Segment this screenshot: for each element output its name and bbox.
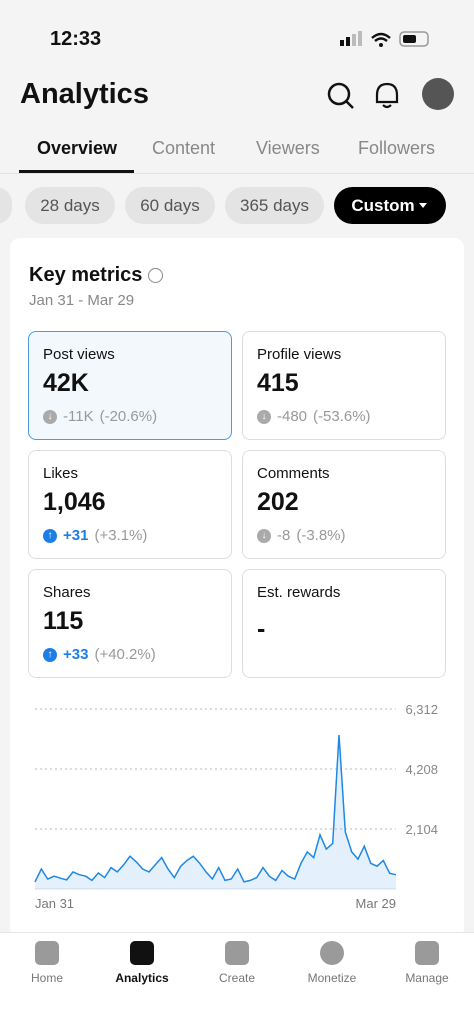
metric-box[interactable]: Est. rewards - bbox=[242, 569, 446, 678]
bottom-nav: Home Analytics Create Monetize Manage bbox=[0, 932, 474, 1030]
metric-label: Post views bbox=[43, 346, 115, 363]
nav-label[interactable]: Analytics bbox=[115, 971, 169, 985]
trend-icon: ↓ bbox=[257, 409, 271, 424]
tab[interactable]: Overview bbox=[37, 138, 118, 158]
change-value: -11K bbox=[63, 408, 94, 425]
change-value: +31 bbox=[63, 527, 89, 544]
area bbox=[35, 735, 396, 889]
metric-box[interactable]: Profile views 415 ↓ -480 (-53.6%) bbox=[242, 331, 446, 440]
trend-icon: ↑ bbox=[43, 528, 57, 543]
trend-icon: ↓ bbox=[257, 528, 271, 543]
metric-value: 415 bbox=[257, 369, 299, 397]
nav-label[interactable]: Manage bbox=[405, 971, 449, 985]
metric-label: Likes bbox=[43, 465, 79, 482]
key-metrics-card: Key metrics Jan 31 - Mar 29 Post views 42… bbox=[10, 238, 464, 938]
y-tick-label: 6,312 bbox=[405, 702, 438, 717]
tab[interactable]: Followers bbox=[358, 138, 436, 158]
metric-change: ↑ +33 (+40.2%) bbox=[43, 646, 231, 663]
metric-value: - bbox=[257, 615, 266, 643]
trend-icon: ↓ bbox=[43, 409, 57, 424]
x-tick-label: Jan 31 bbox=[35, 896, 74, 911]
tab[interactable]: Viewers bbox=[256, 138, 320, 158]
chart: 2,104 4,208 6,312 Jan 31 Mar 29 bbox=[34, 702, 438, 911]
dropdown-caret bbox=[419, 203, 427, 212]
change-percent: (-53.6%) bbox=[313, 408, 371, 425]
status-time: 12:33 bbox=[50, 28, 102, 50]
line bbox=[34, 734, 397, 883]
card-title: Key metrics bbox=[29, 264, 143, 286]
metric-label: Profile views bbox=[257, 346, 342, 363]
metric-label: Comments bbox=[257, 465, 330, 482]
metric-box[interactable]: Comments 202 ↓ -8 (-3.8%) bbox=[242, 450, 446, 559]
nav-label[interactable]: Home bbox=[30, 971, 63, 985]
change-value: -480 bbox=[277, 408, 308, 425]
date-range: Jan 31 - Mar 29 bbox=[29, 292, 135, 309]
header-icons bbox=[327, 78, 454, 110]
change-value: -8 bbox=[277, 527, 291, 544]
metric-change: ↓ -8 (-3.8%) bbox=[257, 527, 445, 544]
change-percent: (+3.1%) bbox=[94, 527, 148, 544]
nav-label[interactable]: Monetize bbox=[307, 971, 357, 985]
info-icon[interactable] bbox=[148, 268, 163, 283]
metric-change: ↓ -480 (-53.6%) bbox=[257, 408, 445, 425]
metric-box[interactable]: Post views 42K ↓ -11K (-20.6%) bbox=[28, 331, 232, 440]
metric-value: 1,046 bbox=[43, 488, 106, 516]
change-percent: (+40.2%) bbox=[94, 646, 156, 663]
metric-label: Est. rewards bbox=[257, 584, 341, 601]
metric-change: ↑ +31 (+3.1%) bbox=[43, 527, 231, 544]
metric-value: 42K bbox=[43, 369, 89, 397]
filter-pill[interactable]: Custom bbox=[334, 187, 446, 224]
nav-icon[interactable] bbox=[320, 941, 344, 965]
y-tick-label: 4,208 bbox=[405, 762, 438, 777]
change-percent: (-20.6%) bbox=[99, 408, 158, 425]
nav-label[interactable]: Create bbox=[218, 971, 256, 985]
nav-icon[interactable] bbox=[415, 941, 439, 965]
metric-box[interactable]: Shares 115 ↑ +33 (+40.2%) bbox=[28, 569, 232, 678]
change-value: +33 bbox=[63, 646, 89, 663]
nav-icon[interactable] bbox=[130, 941, 154, 965]
nav-icon[interactable] bbox=[225, 941, 249, 965]
metric-value: 115 bbox=[43, 607, 84, 635]
tab-bar: Overview Content Viewers Followers bbox=[0, 138, 474, 174]
x-tick-label: Mar 29 bbox=[356, 896, 396, 911]
y-tick-label: 2,104 bbox=[405, 822, 438, 837]
tab[interactable]: Content bbox=[152, 138, 216, 158]
filter-pill[interactable]: 60 days bbox=[125, 187, 215, 224]
change-percent: (-3.8%) bbox=[296, 527, 346, 544]
page-title: Analytics bbox=[20, 78, 149, 110]
filter-pill[interactable]: 28 days bbox=[25, 187, 115, 224]
metric-change: ↓ -11K (-20.6%) bbox=[43, 408, 231, 425]
filter-pill[interactable]: 365 days bbox=[225, 187, 324, 224]
nav-icon[interactable] bbox=[35, 941, 59, 965]
trend-icon: ↑ bbox=[43, 647, 57, 662]
metric-value: 202 bbox=[257, 488, 299, 516]
metric-label: Shares bbox=[43, 584, 91, 601]
metric-box[interactable]: Likes 1,046 ↑ +31 (+3.1%) bbox=[28, 450, 232, 559]
status-icons bbox=[340, 31, 429, 47]
filter-pill-partial bbox=[0, 187, 12, 224]
